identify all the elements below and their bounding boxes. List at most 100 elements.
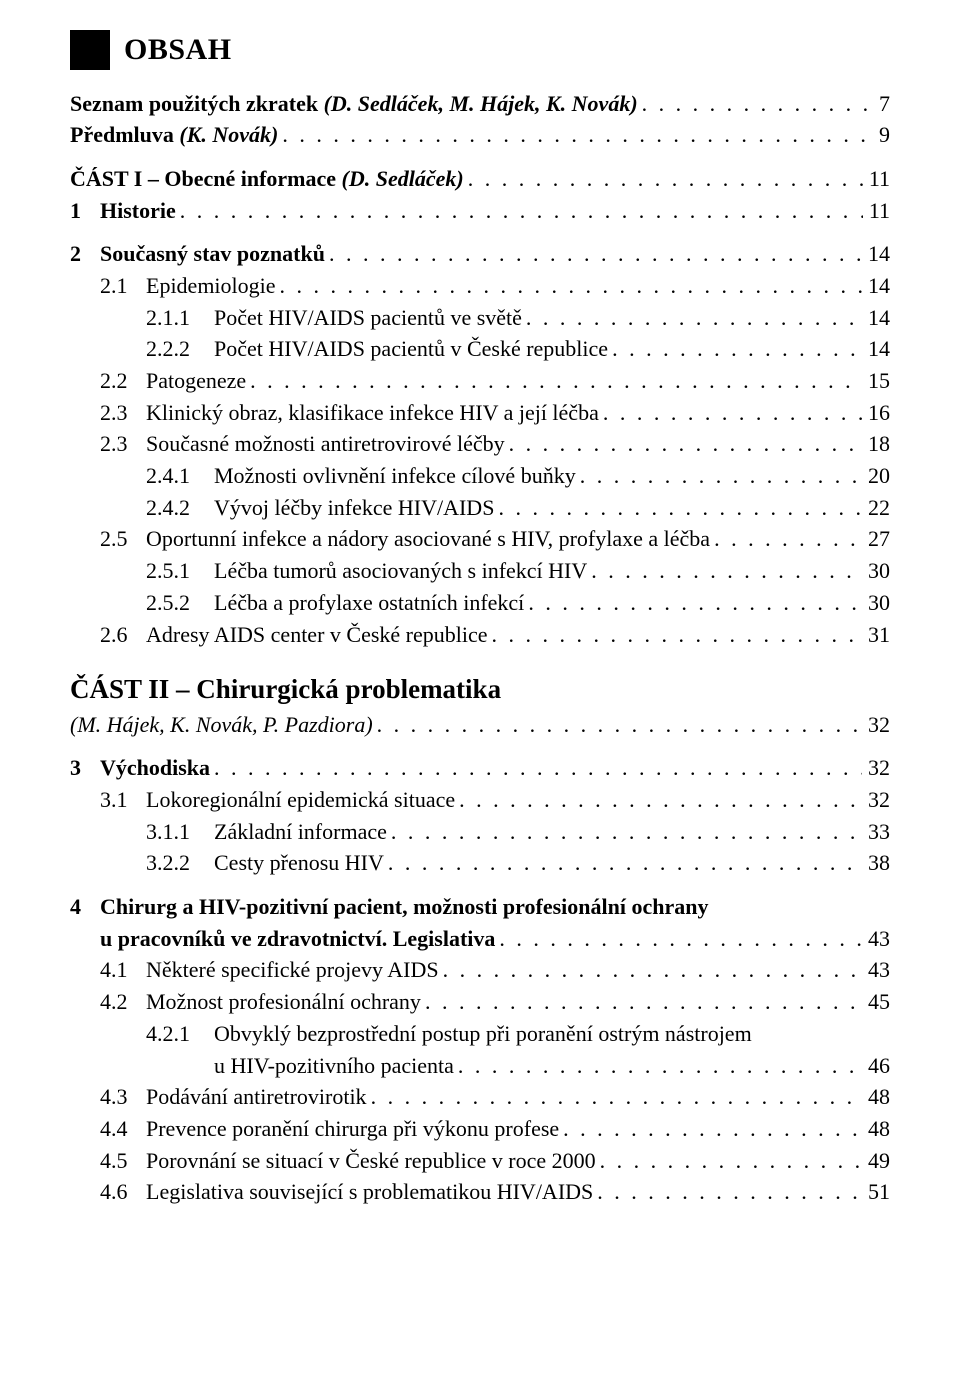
toc-row: 2.1.1Počet HIV/AIDS pacientů ve světě14 bbox=[70, 303, 890, 333]
toc-row: 2Současný stav poznatků 14 bbox=[70, 239, 890, 269]
toc-number: 2.4.1 bbox=[146, 461, 214, 491]
toc-label: Základní informace bbox=[214, 817, 387, 847]
toc-number: 4 bbox=[70, 892, 100, 922]
toc-number: 3 bbox=[70, 753, 100, 783]
toc-row-multiline: 4.2.1Obvyklý bezprostřední postup při po… bbox=[70, 1019, 890, 1080]
toc-label: Legislativa související s problematikou … bbox=[146, 1177, 593, 1207]
toc-page: 14 bbox=[862, 239, 890, 269]
toc-leader bbox=[176, 196, 863, 226]
toc-row: 2.2Patogeneze 15 bbox=[70, 366, 890, 396]
toc-page: 51 bbox=[862, 1177, 890, 1207]
toc-page: 31 bbox=[862, 620, 890, 650]
toc-number: 2 bbox=[70, 239, 100, 269]
toc-row: 2.2.2Počet HIV/AIDS pacientů v České rep… bbox=[70, 334, 890, 364]
toc-leader bbox=[522, 303, 862, 333]
toc-page: 9 bbox=[873, 120, 890, 150]
toc-label: Adresy AIDS center v České republice bbox=[146, 620, 488, 650]
toc-leader bbox=[276, 271, 862, 301]
page-header: OBSAH bbox=[70, 30, 890, 71]
toc-page: 27 bbox=[862, 524, 890, 554]
toc-leader bbox=[387, 817, 862, 847]
toc-row: 2.5.2Léčba a profylaxe ostatních infekcí… bbox=[70, 588, 890, 618]
toc-row: 2.1Epidemiologie14 bbox=[70, 271, 890, 301]
toc-leader bbox=[210, 753, 862, 783]
toc-row: 4.1Některé specifické projevy AIDS43 bbox=[70, 955, 890, 985]
toc-number: 2.3 bbox=[100, 429, 146, 459]
toc-label: Současné možnosti antiretrovirové léčby bbox=[146, 429, 505, 459]
toc-leader bbox=[608, 334, 862, 364]
toc-number: 2.5.1 bbox=[146, 556, 214, 586]
toc-row: 3Východiska32 bbox=[70, 753, 890, 783]
toc-leader bbox=[455, 785, 862, 815]
toc-row: 4.2Možnost profesionální ochrany45 bbox=[70, 987, 890, 1017]
toc-label: Lokoregionální epidemická situace bbox=[146, 785, 455, 815]
toc-leader bbox=[421, 987, 862, 1017]
toc-row: 2.4.2Vývoj léčby infekce HIV/AIDS22 bbox=[70, 493, 890, 523]
toc-row: Seznam použitých zkratek (D. Sedláček, M… bbox=[70, 89, 890, 119]
toc-number: 3.1.1 bbox=[146, 817, 214, 847]
toc-row: 4.5Porovnání se situací v České republic… bbox=[70, 1146, 890, 1176]
part-title: ČÁST II – Chirurgická problematika bbox=[70, 671, 890, 707]
toc-row: 3.1.1Základní informace 33 bbox=[70, 817, 890, 847]
toc-row: 2.4.1Možnosti ovlivnění infekce cílové b… bbox=[70, 461, 890, 491]
toc-label: Možnost profesionální ochrany bbox=[146, 987, 421, 1017]
toc-leader bbox=[246, 366, 862, 396]
toc-row: 3.2.2Cesty přenosu HIV38 bbox=[70, 848, 890, 878]
toc-number: 4.2.1 bbox=[146, 1019, 214, 1049]
toc-page: 7 bbox=[873, 89, 890, 119]
toc-page: 20 bbox=[862, 461, 890, 491]
toc-label: Předmluva (K. Novák) bbox=[70, 120, 278, 150]
toc-number: 3.1 bbox=[100, 785, 146, 815]
toc-label: Historie bbox=[100, 196, 176, 226]
toc-label: Patogeneze bbox=[146, 366, 246, 396]
toc-label: Léčba a profylaxe ostatních infekcí bbox=[214, 588, 524, 618]
toc-leader bbox=[278, 120, 873, 150]
toc-row: 4.3Podávání antiretrovirotik48 bbox=[70, 1082, 890, 1112]
toc-leader bbox=[587, 556, 862, 586]
toc-page: 14 bbox=[862, 271, 890, 301]
toc-leader bbox=[454, 1051, 862, 1081]
toc-row: 4.4Prevence poranění chirurga při výkonu… bbox=[70, 1114, 890, 1144]
toc-page: 48 bbox=[862, 1082, 890, 1112]
toc-number: 4.6 bbox=[100, 1177, 146, 1207]
toc-label: Některé specifické projevy AIDS bbox=[146, 955, 439, 985]
toc-leader bbox=[488, 620, 862, 650]
toc-page: 43 bbox=[862, 955, 890, 985]
toc-label: Současný stav poznatků bbox=[100, 239, 325, 269]
toc-leader bbox=[325, 239, 862, 269]
toc-label: Chirurg a HIV-pozitivní pacient, možnost… bbox=[100, 892, 708, 922]
toc-label: Prevence poranění chirurga při výkonu pr… bbox=[146, 1114, 559, 1144]
toc-row: 4.6Legislativa související s problematik… bbox=[70, 1177, 890, 1207]
toc-page: 49 bbox=[862, 1146, 890, 1176]
toc-number: 2.2.2 bbox=[146, 334, 214, 364]
toc-number: 2.2 bbox=[100, 366, 146, 396]
toc-label: Oportunní infekce a nádory asociované s … bbox=[146, 524, 710, 554]
toc-page: 32 bbox=[862, 710, 890, 740]
toc-label: Počet HIV/AIDS pacientů v České republic… bbox=[214, 334, 608, 364]
toc-row: ČÁST I – Obecné informace (D. Sedláček)1… bbox=[70, 164, 890, 194]
toc-label: Možnosti ovlivnění infekce cílové buňky bbox=[214, 461, 576, 491]
toc-page: 18 bbox=[862, 429, 890, 459]
toc-label: u HIV-pozitivního pacienta bbox=[214, 1051, 454, 1081]
toc-leader bbox=[384, 848, 862, 878]
toc-number: 3.2.2 bbox=[146, 848, 214, 878]
toc-page: 48 bbox=[862, 1114, 890, 1144]
toc-label: Počet HIV/AIDS pacientů ve světě bbox=[214, 303, 522, 333]
toc-number: 2.4.2 bbox=[146, 493, 214, 523]
toc-page: 14 bbox=[862, 334, 890, 364]
toc-leader bbox=[638, 89, 873, 119]
toc-page: 32 bbox=[862, 753, 890, 783]
toc-leader bbox=[710, 524, 862, 554]
toc-page: 30 bbox=[862, 588, 890, 618]
toc-leader bbox=[494, 493, 862, 523]
toc-page: 15 bbox=[862, 366, 890, 396]
header-square-icon bbox=[70, 30, 110, 70]
toc-number: 2.1.1 bbox=[146, 303, 214, 333]
toc-label: (M. Hájek, K. Novák, P. Pazdiora) bbox=[70, 710, 373, 740]
toc-label: Cesty přenosu HIV bbox=[214, 848, 384, 878]
toc-leader bbox=[596, 1146, 862, 1176]
toc-label: Epidemiologie bbox=[146, 271, 276, 301]
toc-page: 33 bbox=[862, 817, 890, 847]
toc-page: 32 bbox=[862, 785, 890, 815]
toc-page: 45 bbox=[862, 987, 890, 1017]
